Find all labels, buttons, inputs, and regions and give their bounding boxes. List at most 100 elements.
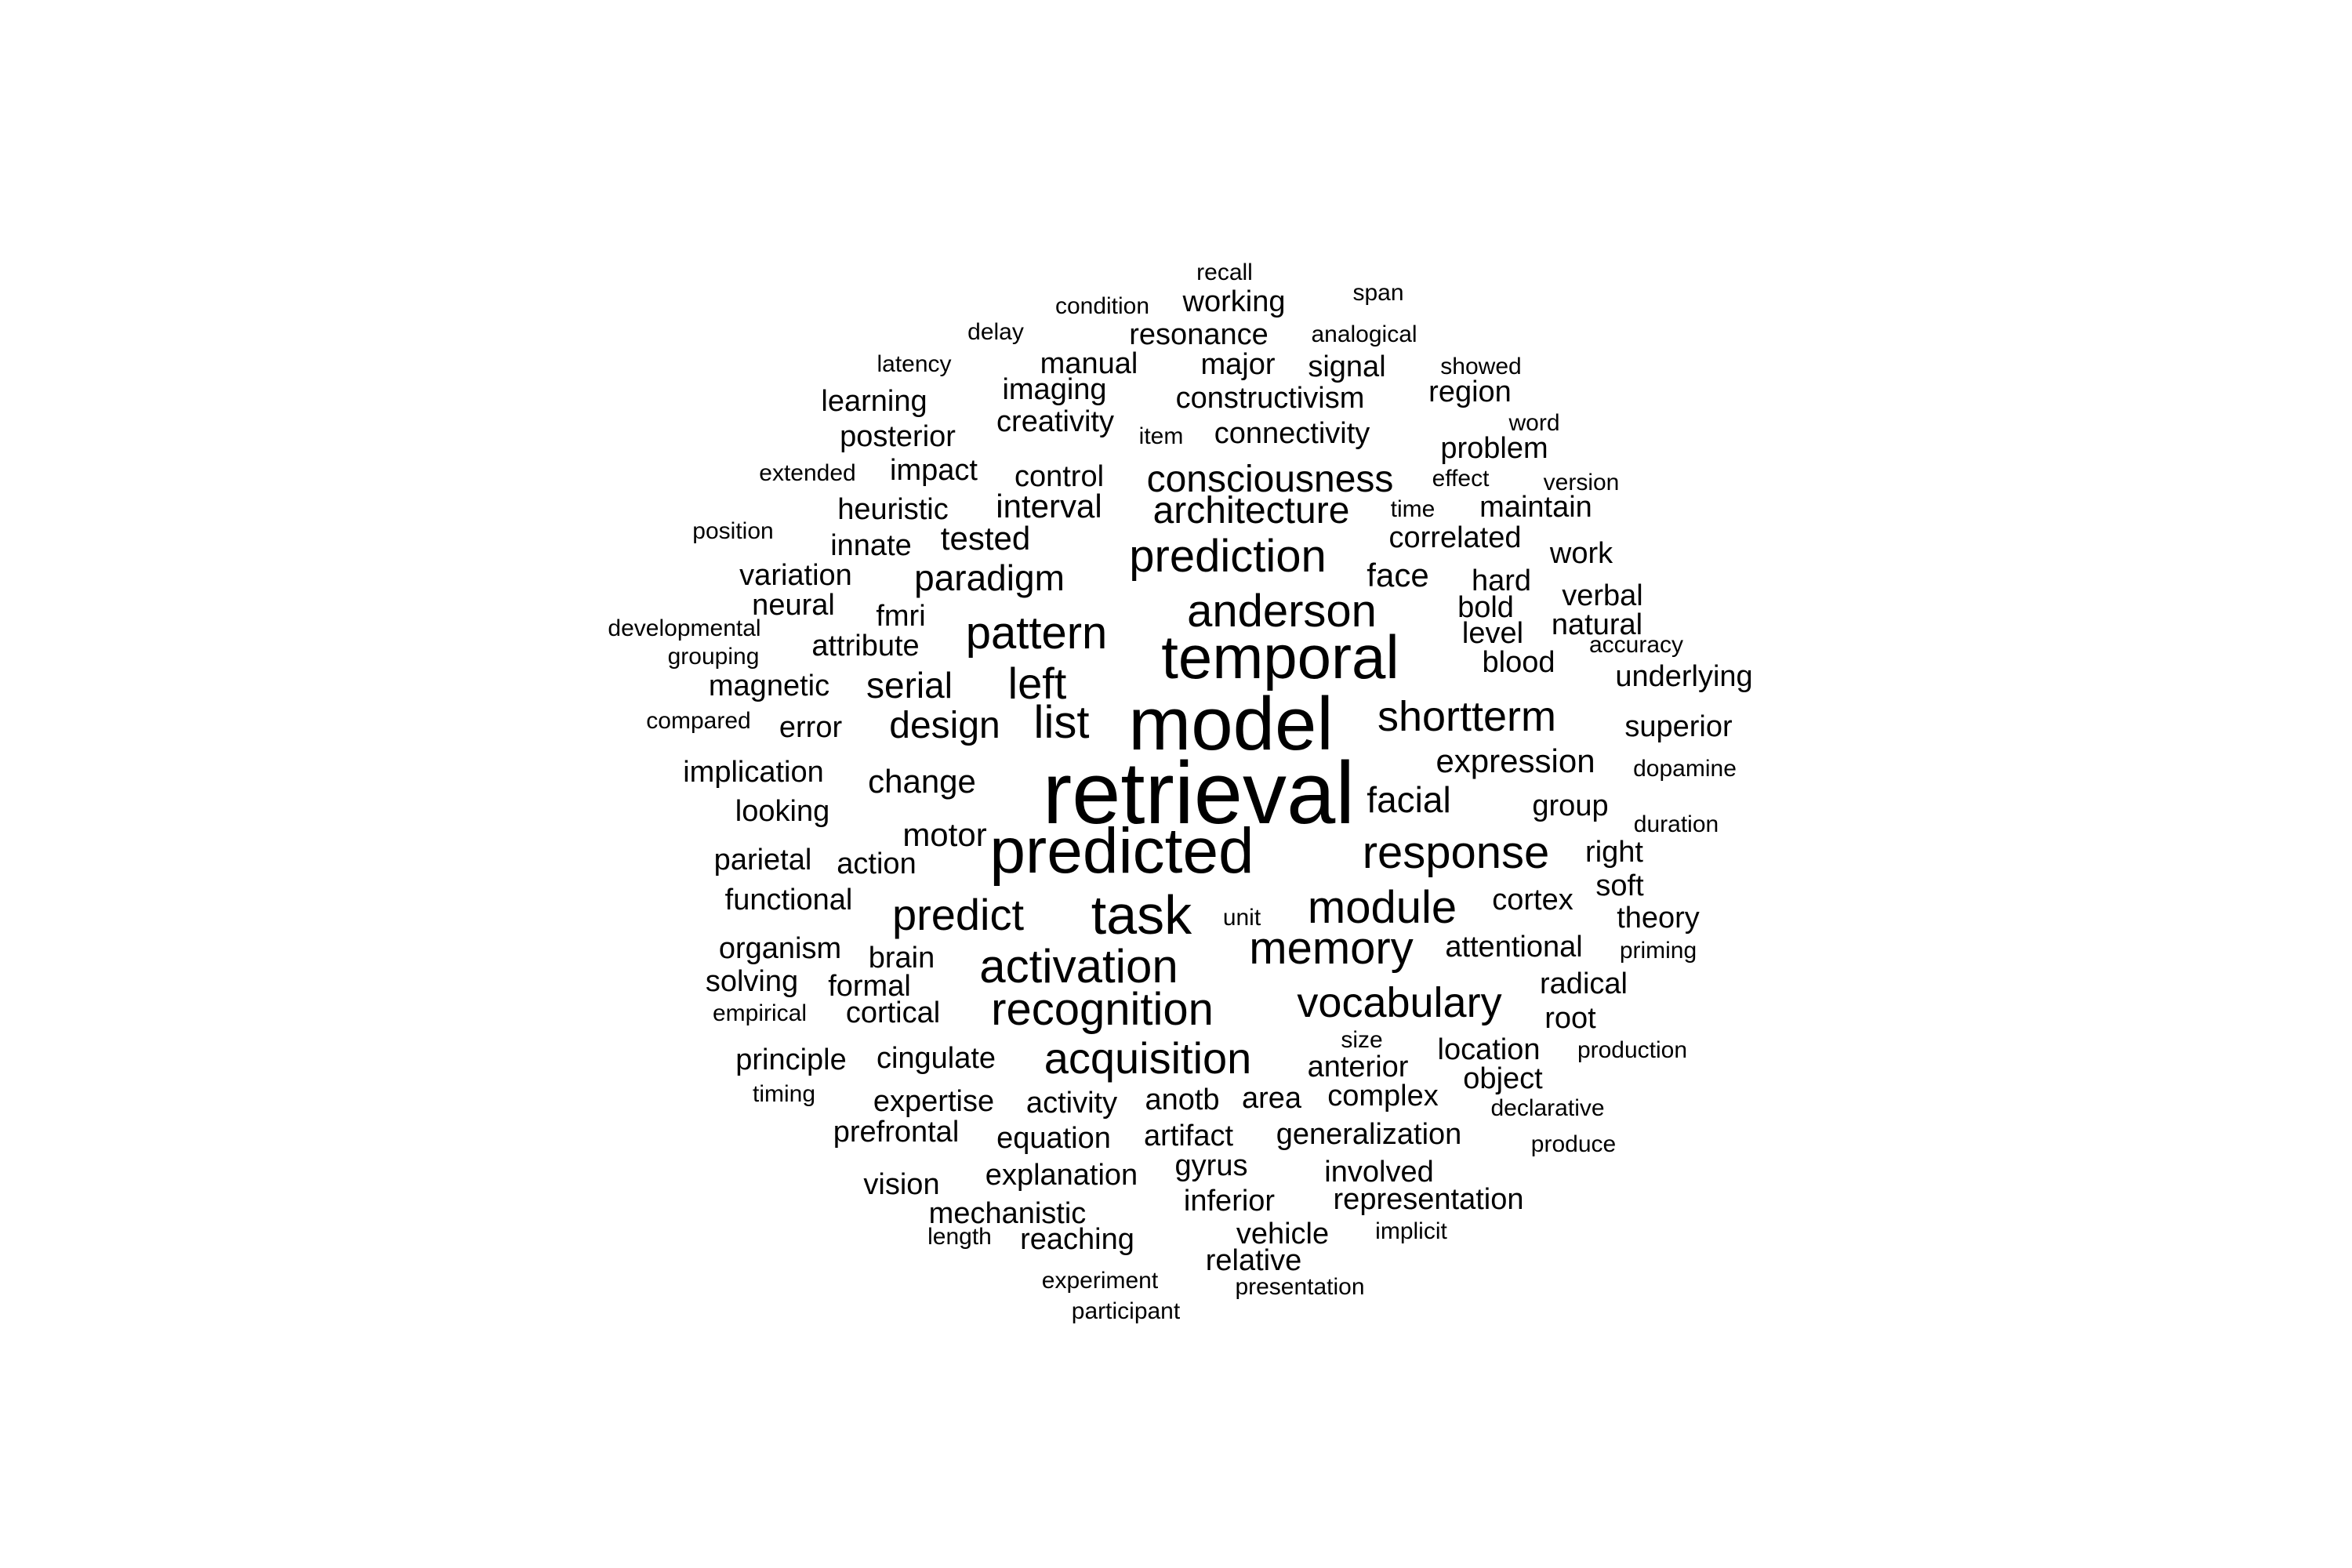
word-working: working	[1182, 285, 1286, 318]
word-expression: expression	[1436, 742, 1595, 779]
word-inferior: inferior	[1183, 1185, 1276, 1218]
word-span: span	[1352, 280, 1404, 306]
word-right: right	[1585, 836, 1643, 869]
word-delay: delay	[967, 319, 1024, 345]
word-priming: priming	[1619, 938, 1697, 964]
word-reaching: reaching	[1020, 1223, 1134, 1256]
word-change: change	[868, 763, 976, 800]
word-group: group	[1532, 789, 1609, 822]
word-variation: variation	[739, 559, 852, 592]
word-list: list	[1033, 697, 1090, 748]
word-duration: duration	[1633, 811, 1719, 837]
word-condition: condition	[1054, 293, 1150, 319]
word-looking: looking	[735, 795, 830, 828]
word-serial: serial	[866, 665, 953, 706]
word-expertise: expertise	[873, 1085, 995, 1118]
word-heuristic: heuristic	[837, 493, 949, 526]
word-activity: activity	[1025, 1087, 1118, 1120]
word-fmri: fmri	[876, 600, 926, 633]
word-response: response	[1362, 827, 1550, 878]
word-recall: recall	[1196, 260, 1253, 285]
word-underlying: underlying	[1615, 660, 1753, 693]
word-timing: timing	[752, 1081, 816, 1107]
word-radical: radical	[1540, 967, 1628, 1000]
word-pattern: pattern	[965, 608, 1108, 659]
word-temporal: temporal	[1161, 622, 1399, 691]
word-acquisition: acquisition	[1044, 1033, 1252, 1083]
word-predict: predict	[891, 890, 1025, 939]
word-tested: tested	[940, 520, 1031, 557]
word-dopamine: dopamine	[1633, 756, 1737, 782]
word-showed: showed	[1440, 354, 1522, 379]
word-module: module	[1307, 882, 1457, 933]
word-generalization: generalization	[1276, 1118, 1462, 1151]
word-attentional: attentional	[1445, 931, 1583, 964]
word-verbal: verbal	[1562, 579, 1643, 612]
word-shortterm: shortterm	[1377, 693, 1557, 740]
word-control: control	[1014, 460, 1105, 493]
word-principle: principle	[735, 1044, 847, 1076]
word-accuracy: accuracy	[1588, 632, 1684, 658]
word-manual: manual	[1040, 347, 1138, 380]
word-design: design	[889, 705, 1000, 746]
word-implication: implication	[683, 756, 824, 789]
word-creativity: creativity	[996, 405, 1114, 438]
word-word: word	[1508, 410, 1560, 436]
word-neural: neural	[752, 589, 835, 622]
word-error: error	[779, 711, 843, 744]
word-work: work	[1549, 537, 1613, 570]
word-resonance: resonance	[1129, 318, 1269, 351]
word-anderson: anderson	[1187, 586, 1377, 637]
word-experiment: experiment	[1041, 1268, 1159, 1294]
word-anterior: anterior	[1307, 1051, 1409, 1083]
word-extended: extended	[759, 460, 856, 486]
word-unit: unit	[1222, 905, 1261, 931]
word-face: face	[1367, 557, 1429, 593]
word-magnetic: magnetic	[708, 670, 830, 702]
word-attribute: attribute	[811, 630, 920, 662]
word-equation: equation	[996, 1122, 1111, 1155]
word-prefrontal: prefrontal	[833, 1116, 960, 1149]
word-declarative: declarative	[1490, 1095, 1605, 1121]
word-posterior: posterior	[840, 420, 956, 453]
word-time: time	[1390, 496, 1436, 522]
word-activation: activation	[979, 940, 1178, 993]
word-left: left	[1007, 659, 1067, 708]
word-action: action	[837, 848, 916, 880]
word-object: object	[1463, 1062, 1543, 1095]
word-constructivism: constructivism	[1175, 382, 1365, 415]
word-model: model	[1128, 682, 1334, 766]
word-produce: produce	[1530, 1131, 1617, 1157]
word-effect: effect	[1432, 466, 1490, 492]
word-consciousness: consciousness	[1146, 459, 1394, 500]
word-major: major	[1200, 348, 1276, 381]
word-bold: bold	[1457, 591, 1514, 624]
word-prediction: prediction	[1129, 531, 1327, 582]
word-hard: hard	[1471, 564, 1532, 597]
word-relative: relative	[1205, 1244, 1302, 1277]
word-soft: soft	[1595, 869, 1644, 902]
word-representation: representation	[1333, 1183, 1524, 1216]
word-gyrus: gyrus	[1174, 1149, 1248, 1182]
word-root: root	[1544, 1002, 1596, 1035]
word-production: production	[1577, 1037, 1688, 1063]
word-cortical: cortical	[845, 996, 941, 1029]
word-signal: signal	[1308, 350, 1386, 383]
word-cingulate: cingulate	[876, 1042, 996, 1075]
word-recognition: recognition	[991, 984, 1214, 1035]
word-retrieval: retrieval	[1042, 744, 1356, 842]
word-compared: compared	[646, 708, 751, 734]
word-correlated: correlated	[1388, 521, 1522, 554]
word-natural: natural	[1551, 608, 1643, 641]
word-formal: formal	[828, 970, 911, 1003]
word-participant: participant	[1071, 1298, 1181, 1324]
word-anotb: anotb	[1145, 1083, 1220, 1116]
word-innate: innate	[830, 529, 912, 562]
word-problem: problem	[1440, 432, 1548, 465]
word-parietal: parietal	[713, 844, 812, 877]
word-complex: complex	[1327, 1080, 1439, 1112]
word-impact: impact	[890, 454, 978, 487]
word-facial: facial	[1367, 779, 1451, 820]
word-motor: motor	[902, 816, 987, 853]
